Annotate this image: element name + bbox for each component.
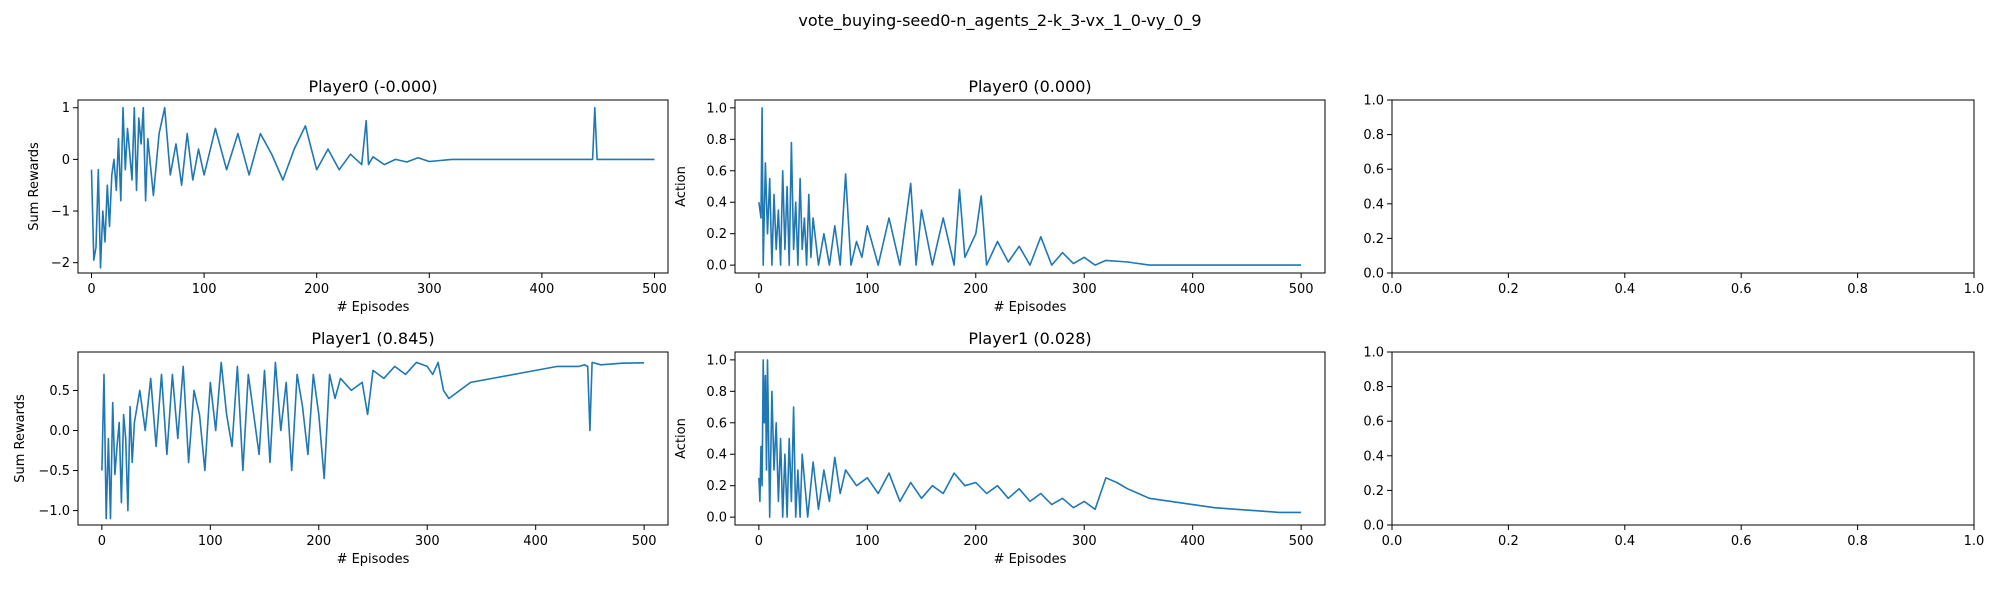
- y-tick-label: 0.4: [706, 448, 727, 463]
- subplot-5: 0.0 0.2 0.4 0.6 0.8 1.0 0.0 0.2 0.4 0.6 0.8 1.0: [1363, 346, 1984, 550]
- x-tick-label: 0: [98, 534, 106, 549]
- y-axis-label: Sum Rewards: [27, 142, 42, 231]
- x-tick-label: 200: [963, 534, 988, 549]
- x-tick-label: 0.6: [1731, 534, 1752, 549]
- y-tick-label: −1: [51, 205, 70, 220]
- x-tick-label: 0.6: [1731, 282, 1752, 297]
- axes-frame: [734, 99, 1326, 274]
- x-tick-label: 100: [855, 534, 880, 549]
- y-tick-label: 0.0: [49, 424, 70, 439]
- x-tick-label: 400: [1180, 534, 1205, 549]
- y-tick-label: 0.2: [1363, 484, 1384, 499]
- x-tick-label: 100: [192, 282, 217, 297]
- x-tick-label: 1.0: [1964, 534, 1985, 549]
- y-tick-label: 0.0: [1363, 519, 1384, 534]
- subplot-title: Player1 (0.028): [968, 329, 1091, 348]
- y-tick-label: 0: [62, 153, 70, 168]
- x-tick-label: 300: [415, 534, 440, 549]
- y-tick-label: 0.0: [1363, 267, 1384, 282]
- x-tick-label: 500: [1289, 282, 1314, 297]
- y-tick-label: 0.2: [1363, 232, 1384, 247]
- x-tick-label: 500: [642, 282, 667, 297]
- x-tick-label: 300: [1072, 282, 1097, 297]
- y-tick-label: 0.6: [1363, 163, 1384, 178]
- figure-suptitle: vote_buying-seed0-n_agents_2-k_3-vx_1_0-…: [798, 11, 1201, 31]
- y-tick-label: 0.6: [1363, 415, 1384, 430]
- x-tick-label: 0.0: [1382, 282, 1403, 297]
- y-tick-label: −2: [51, 256, 70, 271]
- x-tick-label: 100: [198, 534, 223, 549]
- series-line: [90, 106, 655, 269]
- y-tick-label: 1.0: [1363, 94, 1384, 109]
- x-axis-label: # Episodes: [994, 552, 1067, 567]
- x-tick-label: 0.8: [1847, 534, 1868, 549]
- x-tick-label: 1.0: [1964, 282, 1985, 297]
- y-tick-label: 0.6: [706, 416, 727, 431]
- subplot-title: Player1 (0.845): [311, 329, 434, 348]
- subplot-title: Player0 (-0.000): [308, 77, 437, 96]
- y-tick-label: 0.8: [1363, 128, 1384, 143]
- x-tick-label: 0: [87, 282, 95, 297]
- y-axis-label: Sum Rewards: [13, 394, 28, 483]
- x-tick-label: 300: [417, 282, 442, 297]
- axes-frame: [77, 351, 669, 526]
- x-tick-label: 0: [755, 282, 763, 297]
- y-tick-label: 0.4: [706, 196, 727, 211]
- y-tick-label: 1.0: [706, 353, 727, 368]
- x-tick-label: 200: [963, 282, 988, 297]
- x-axis-label: # Episodes: [337, 552, 410, 567]
- series-line: [758, 107, 1302, 266]
- x-tick-label: 400: [529, 282, 554, 297]
- x-tick-label: 0.8: [1847, 282, 1868, 297]
- x-tick-label: 400: [1180, 282, 1205, 297]
- subplot-4: 0 100 200 300 400 500 0.0 0.2 0.4 0.6 0.8 1.0 Player…: [674, 329, 1326, 567]
- series-line: [758, 359, 1302, 518]
- x-axis-label: # Episodes: [337, 300, 410, 315]
- x-tick-label: 0.2: [1498, 534, 1519, 549]
- x-axis-label: # Episodes: [994, 300, 1067, 315]
- y-tick-label: 0.4: [1363, 449, 1384, 464]
- subplot-3: 0 100 200 300 400 500 −1.0 −0.5 0.0 0.5 Player1 (0…: [13, 329, 669, 567]
- x-tick-label: 0: [755, 534, 763, 549]
- y-tick-label: −0.5: [38, 464, 70, 479]
- y-tick-label: 0.2: [706, 227, 727, 242]
- y-tick-label: 0.0: [706, 511, 727, 526]
- x-tick-label: 500: [632, 534, 657, 549]
- y-tick-label: 0.5: [49, 384, 70, 399]
- y-tick-label: 0.8: [706, 385, 727, 400]
- y-tick-label: 1.0: [1363, 346, 1384, 361]
- y-tick-label: 0.4: [1363, 197, 1384, 212]
- y-tick-label: 0.6: [706, 164, 727, 179]
- x-tick-label: 0.4: [1614, 534, 1635, 549]
- y-axis-label: Action: [674, 166, 689, 207]
- subplot-2: 0.0 0.2 0.4 0.6 0.8 1.0 0.0 0.2 0.4 0.6 0.8 1.0: [1363, 94, 1984, 298]
- x-tick-label: 200: [304, 282, 329, 297]
- x-tick-label: 0.2: [1498, 282, 1519, 297]
- y-tick-label: 1.0: [706, 101, 727, 116]
- x-tick-label: 300: [1072, 534, 1097, 549]
- x-tick-label: 100: [855, 282, 880, 297]
- x-tick-label: 400: [523, 534, 548, 549]
- y-tick-label: 0.8: [706, 133, 727, 148]
- y-tick-label: 0.2: [706, 479, 727, 494]
- y-tick-label: 0.0: [706, 259, 727, 274]
- x-tick-label: 0.0: [1382, 534, 1403, 549]
- subplot-title: Player0 (0.000): [968, 77, 1091, 96]
- x-tick-label: 0.4: [1614, 282, 1635, 297]
- axes-frame: [1391, 351, 1975, 526]
- x-tick-label: 500: [1289, 534, 1314, 549]
- series-line: [101, 361, 645, 520]
- subplot-0: 0 100 200 300 400 500 −2 −1 0 1 Player0 (-0.000) # …: [27, 77, 669, 315]
- y-tick-label: −1.0: [38, 504, 70, 519]
- axes-frame: [734, 351, 1326, 526]
- y-tick-label: 0.8: [1363, 380, 1384, 395]
- subplot-1: 0 100 200 300 400 500 0.0 0.2 0.4 0.6 0.8 1.0 Player…: [674, 77, 1326, 315]
- y-tick-label: 1: [62, 101, 70, 116]
- y-axis-label: Action: [674, 418, 689, 459]
- axes-frame: [1391, 99, 1975, 274]
- axes-frame: [77, 99, 669, 274]
- x-tick-label: 200: [306, 534, 331, 549]
